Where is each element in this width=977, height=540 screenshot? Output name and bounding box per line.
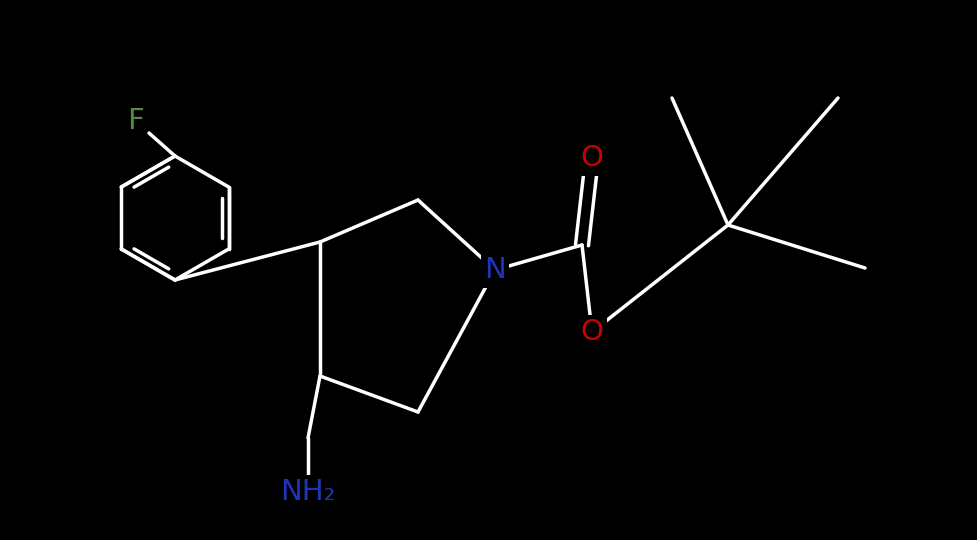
Text: O: O — [580, 144, 604, 172]
Text: NH₂: NH₂ — [280, 478, 336, 506]
Text: F: F — [127, 107, 144, 135]
Text: O: O — [580, 318, 604, 346]
Text: N: N — [485, 256, 506, 284]
